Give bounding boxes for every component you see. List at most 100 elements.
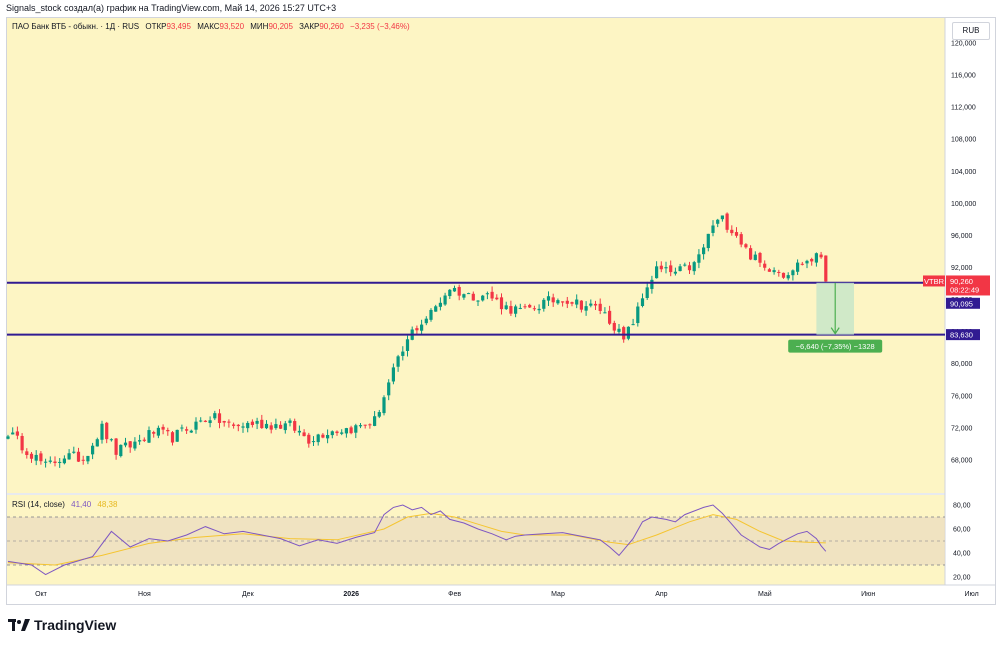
- candle-body: [20, 435, 24, 451]
- time-axis[interactable]: Окт Ноя Дек 2026 Фев Мар Апр Май Июн Июл: [35, 590, 979, 598]
- candle-body: [706, 233, 710, 249]
- candle-body: [368, 424, 372, 426]
- candle-body: [232, 424, 236, 426]
- candle-body: [401, 351, 405, 356]
- candle-body: [48, 460, 52, 462]
- rsi-axis: 80,00 60,00 40,00 20,00: [953, 503, 971, 582]
- rsi-line: [7, 504, 827, 576]
- candle-body: [739, 234, 743, 245]
- time-tick-label: Фев: [448, 591, 461, 598]
- candle-body: [749, 248, 753, 260]
- candle-body: [589, 303, 593, 306]
- candle-body: [358, 425, 363, 427]
- candle-body: [415, 328, 419, 331]
- candle-body: [53, 461, 57, 464]
- candle-body: [763, 263, 767, 268]
- rsi-pane: [7, 504, 945, 576]
- candle-body: [91, 445, 95, 455]
- candle-body: [297, 430, 301, 433]
- candle-body: [274, 424, 278, 429]
- price-tick-label: 96,000: [951, 233, 973, 240]
- candle-body: [683, 264, 687, 266]
- candle-body: [255, 420, 259, 424]
- candle-body: [575, 299, 579, 305]
- rsi-tick-label: 20,00: [953, 575, 971, 582]
- candle-body: [241, 426, 245, 428]
- candle-body: [15, 431, 19, 436]
- candle-body: [180, 427, 184, 429]
- candle-body: [504, 305, 508, 310]
- candle-body: [170, 432, 175, 443]
- measure-tool[interactable]: −6,640 (−7,35%) −1328: [788, 282, 883, 353]
- candle-body: [147, 430, 151, 443]
- candle-body: [363, 424, 367, 426]
- candle-body: [556, 300, 560, 304]
- candle-body: [777, 271, 781, 273]
- candle-body: [640, 298, 645, 306]
- candle-body: [509, 306, 513, 314]
- candlestick-series: [6, 212, 828, 468]
- candle-body: [772, 270, 776, 273]
- candle-body: [424, 318, 428, 324]
- symbol-legend: ПАО Банк ВТБ - обыкн. · 1Д · RUS ОТКР93,…: [12, 22, 410, 31]
- candle-body: [246, 422, 250, 429]
- candle-body: [185, 429, 189, 431]
- candle-body: [203, 420, 207, 422]
- candle-body: [405, 339, 410, 352]
- upper-level-tag: [946, 297, 980, 309]
- candle-body: [44, 461, 48, 463]
- candle-body: [744, 244, 748, 248]
- candle-body: [565, 300, 569, 304]
- candle-body: [697, 254, 701, 263]
- candle-body: [58, 461, 62, 463]
- candle-body: [109, 439, 113, 441]
- price-tick-label: 80,000: [951, 361, 973, 368]
- time-tick-label: Июн: [861, 591, 875, 598]
- high-label: МАКС: [197, 22, 220, 31]
- candle-body: [293, 421, 297, 431]
- candle-body: [608, 310, 612, 324]
- candle-body: [217, 413, 222, 423]
- candle-body: [481, 295, 485, 301]
- countdown-label: 08:22:49: [950, 285, 979, 294]
- candle-body: [786, 275, 790, 279]
- price-tick-label: 116,000: [951, 73, 976, 80]
- candle-body: [622, 327, 626, 340]
- candle-body: [490, 291, 494, 299]
- candle-body: [387, 382, 391, 396]
- price-chart[interactable]: 120,000 116,000 112,000 108,000 104,000 100,0…: [6, 17, 996, 605]
- time-tick-label: Июл: [964, 591, 978, 598]
- rsi-title[interactable]: RSI (14, close): [12, 500, 65, 509]
- candle-body: [603, 312, 607, 314]
- candle-body: [25, 451, 29, 455]
- time-tick-label: 2026: [343, 591, 359, 598]
- candle-body: [542, 299, 546, 309]
- time-tick-label: Дек: [242, 591, 255, 598]
- candle-body: [800, 263, 804, 265]
- candle-body: [222, 420, 226, 423]
- candle-body: [448, 289, 452, 297]
- candle-body: [702, 247, 706, 255]
- candle-body: [260, 419, 264, 429]
- price-axis[interactable]: 120,000 116,000 112,000 108,000 104,000 100,0…: [951, 41, 976, 465]
- candle-body: [467, 293, 471, 295]
- candle-body: [791, 270, 795, 276]
- candle-body: [199, 420, 203, 422]
- candle-body: [537, 308, 541, 311]
- symbol-title[interactable]: ПАО Банк ВТБ - обыкн. · 1Д · RUS: [12, 22, 140, 31]
- ticker-tag-label: VTBR: [924, 277, 945, 286]
- open-value: 93,495: [166, 22, 191, 31]
- time-tick-label: Ноя: [138, 591, 151, 598]
- candle-body: [824, 255, 828, 282]
- candle-body: [593, 303, 598, 306]
- currency-button[interactable]: RUB: [952, 22, 990, 40]
- candle-body: [617, 328, 621, 332]
- candle-body: [514, 306, 518, 314]
- horizontal-levels[interactable]: [7, 281, 945, 336]
- candle-body: [6, 436, 10, 439]
- candle-body: [133, 441, 137, 449]
- tradingview-brand[interactable]: TradingView: [8, 616, 116, 634]
- time-tick-label: Окт: [35, 591, 48, 598]
- measure-arrow-head: [830, 327, 840, 335]
